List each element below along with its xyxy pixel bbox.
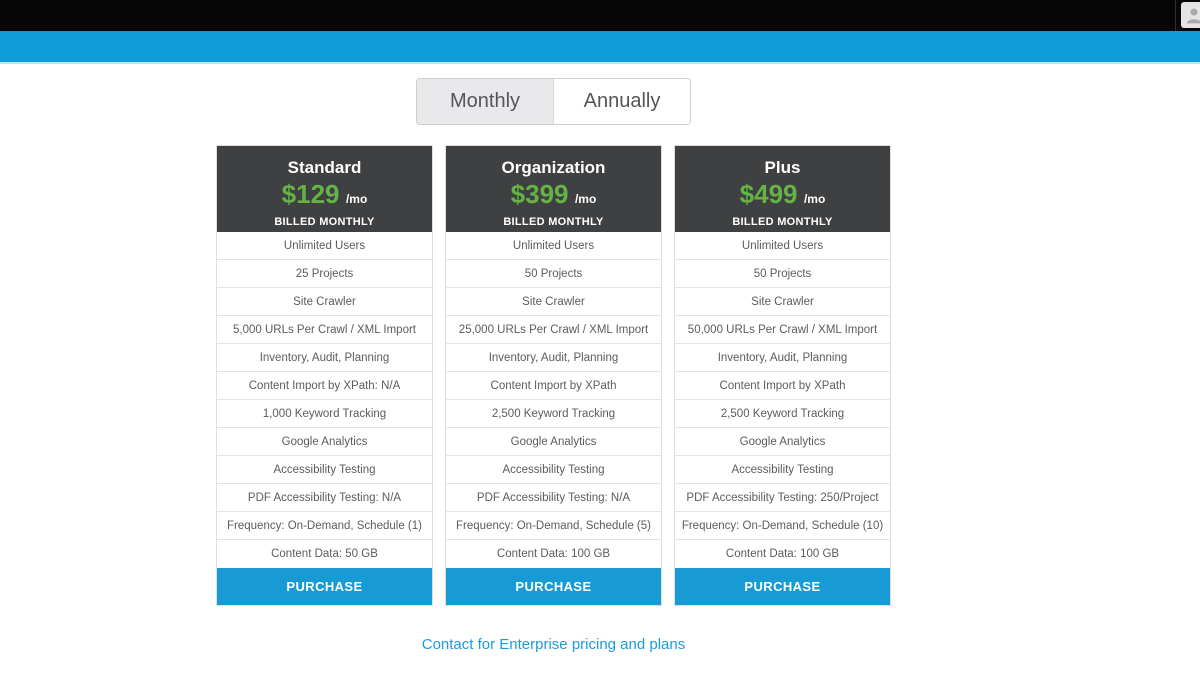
purchase-button-organization[interactable]: PURCHASE (446, 568, 661, 605)
price-line: $499 /mo (675, 180, 890, 213)
card-header: Standard $129 /mo BILLED MONTHLY (217, 146, 432, 232)
plan-period: /mo (803, 192, 826, 206)
feature-row: Content Import by XPath (675, 372, 890, 400)
monthly-toggle-button[interactable]: Monthly (417, 79, 553, 124)
plan-name: Standard (287, 158, 362, 177)
feature-row: Frequency: On-Demand, Schedule (1) (217, 512, 432, 540)
plan-period: /mo (574, 192, 597, 206)
feature-list: Unlimited Users 50 Projects Site Crawler… (675, 232, 890, 568)
feature-row: Frequency: On-Demand, Schedule (5) (446, 512, 661, 540)
feature-row: Unlimited Users (446, 232, 661, 260)
pricing-cards-row: Standard $129 /mo BILLED MONTHLY Unlimit… (216, 145, 891, 606)
billing-note: BILLED MONTHLY (732, 216, 833, 228)
plan-name: Plus (764, 158, 801, 177)
feature-row: Content Data: 50 GB (271, 548, 378, 560)
purchase-button-standard[interactable]: PURCHASE (217, 568, 432, 605)
plan-price: $499 (739, 179, 798, 209)
billing-note: BILLED MONTHLY (503, 216, 604, 228)
user-avatar-button[interactable] (1181, 2, 1200, 28)
plan-period: /mo (345, 192, 368, 206)
plan-name: Organization (501, 158, 606, 177)
feature-row: Frequency: On-Demand, Schedule (10) (675, 512, 890, 540)
plan-price: $129 (281, 179, 340, 209)
price-line: $399 /mo (446, 180, 661, 213)
feature-row: Content Data: 100 GB (725, 548, 840, 560)
pricing-card-plus: Plus $499 /mo BILLED MONTHLY Unlimited U… (674, 145, 891, 606)
enterprise-contact-link[interactable]: Contact for Enterprise pricing and plans (421, 636, 686, 653)
feature-list: Unlimited Users 50 Projects Site Crawler… (446, 232, 661, 568)
price-line: $129 /mo (217, 180, 432, 213)
feature-row: 50,000 URLs Per Crawl / XML Import (675, 316, 890, 344)
feature-row: 50 Projects (675, 260, 890, 288)
feature-row: PDF Accessibility Testing: N/A (446, 484, 661, 512)
plan-price: $399 (510, 179, 569, 209)
feature-row: Unlimited Users (675, 232, 890, 260)
feature-row: Site Crawler (675, 288, 890, 316)
billing-period-toggle: Monthly Annually (416, 78, 691, 125)
feature-row: Site Crawler (217, 288, 432, 316)
pricing-card-organization: Organization $399 /mo BILLED MONTHLY Unl… (445, 145, 662, 606)
card-header: Plus $499 /mo BILLED MONTHLY (675, 146, 890, 232)
feature-row: Google Analytics (675, 428, 890, 456)
feature-row: 50 Projects (446, 260, 661, 288)
feature-row: 25 Projects (217, 260, 432, 288)
feature-row: 2,500 Keyword Tracking (675, 400, 890, 428)
feature-list: Unlimited Users 25 Projects Site Crawler… (217, 232, 432, 568)
feature-row: Inventory, Audit, Planning (217, 344, 432, 372)
annually-toggle-button[interactable]: Annually (553, 79, 690, 124)
feature-row: Google Analytics (217, 428, 432, 456)
feature-row: PDF Accessibility Testing: 250/Project (675, 484, 890, 512)
footer: Contact for Enterprise pricing and plans (216, 636, 891, 654)
user-icon (1186, 8, 1200, 24)
feature-row: 25,000 URLs Per Crawl / XML Import (446, 316, 661, 344)
feature-row: Content Data: 100 GB (496, 548, 611, 560)
feature-row: Unlimited Users (217, 232, 432, 260)
billing-note: BILLED MONTHLY (274, 216, 375, 228)
feature-row: Accessibility Testing (217, 456, 432, 484)
feature-row: Google Analytics (446, 428, 661, 456)
top-black-bar (0, 0, 1200, 31)
card-header: Organization $399 /mo BILLED MONTHLY (446, 146, 661, 232)
pricing-card-standard: Standard $129 /mo BILLED MONTHLY Unlimit… (216, 145, 433, 606)
header-divider (1175, 0, 1176, 31)
feature-row: 1,000 Keyword Tracking (217, 400, 432, 428)
feature-row: PDF Accessibility Testing: N/A (217, 484, 432, 512)
feature-row: 2,500 Keyword Tracking (446, 400, 661, 428)
feature-row: Accessibility Testing (446, 456, 661, 484)
feature-row: 5,000 URLs Per Crawl / XML Import (217, 316, 432, 344)
purchase-button-plus[interactable]: PURCHASE (675, 568, 890, 605)
feature-row: Accessibility Testing (675, 456, 890, 484)
feature-row: Content Import by XPath: N/A (217, 372, 432, 400)
blue-nav-bar (0, 31, 1200, 64)
feature-row: Content Import by XPath (446, 372, 661, 400)
feature-row: Site Crawler (446, 288, 661, 316)
feature-row: Inventory, Audit, Planning (446, 344, 661, 372)
feature-row: Inventory, Audit, Planning (675, 344, 890, 372)
